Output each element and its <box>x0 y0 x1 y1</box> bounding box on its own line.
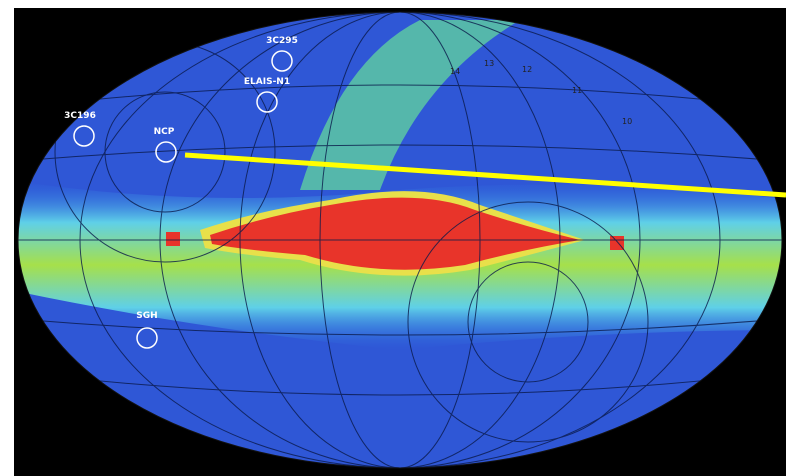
sky-map: 3C295 ELAIS-N1 3C196 NCP SGH 14 13 12 11… <box>0 0 786 476</box>
source-label: 3C196 <box>64 111 96 121</box>
grid-number: 14 <box>450 67 460 76</box>
source-label: NCP <box>154 127 175 137</box>
grid-number: 10 <box>622 117 632 126</box>
source-label: SGH <box>136 311 157 321</box>
source-label: 3C295 <box>266 36 298 46</box>
grid-number: 12 <box>522 65 532 74</box>
grid-number: 11 <box>572 86 582 95</box>
hot-spot <box>166 232 180 246</box>
source-label: ELAIS-N1 <box>244 77 290 87</box>
grid-number: 13 <box>484 59 494 68</box>
